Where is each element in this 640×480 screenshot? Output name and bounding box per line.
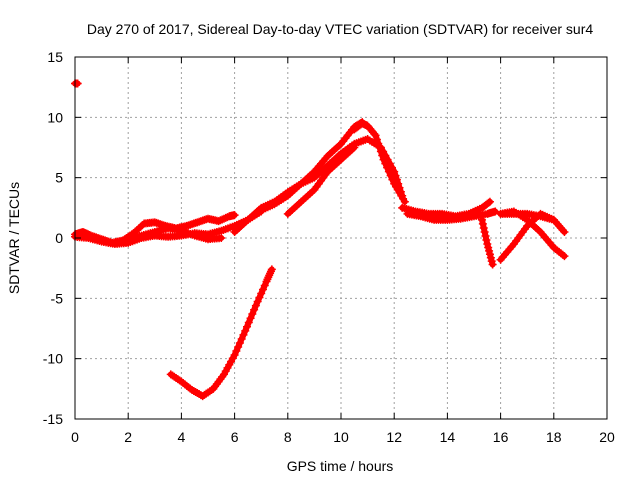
data-point	[388, 175, 397, 184]
x-tick-label: 2	[124, 429, 132, 445]
series-arc-i	[403, 207, 500, 224]
data-point	[230, 351, 239, 360]
data-point	[257, 289, 266, 298]
series-arc-h	[398, 197, 494, 221]
data-point	[350, 143, 359, 152]
data-point	[246, 314, 255, 323]
data-point	[244, 318, 253, 327]
data-point	[383, 163, 392, 172]
data-point	[379, 155, 388, 164]
data-layer	[71, 79, 569, 401]
data-point	[218, 215, 227, 224]
y-tick-label: -15	[43, 411, 63, 427]
data-point	[260, 281, 269, 290]
data-point	[370, 129, 379, 138]
data-point	[560, 227, 569, 236]
data-point	[386, 171, 395, 180]
data-point	[258, 285, 267, 294]
grid-layer	[75, 57, 607, 419]
x-tick-label: 0	[71, 429, 79, 445]
data-point	[478, 219, 487, 228]
chart-title: Day 270 of 2017, Sidereal Day-to-day VTE…	[87, 21, 593, 37]
data-point	[207, 386, 216, 395]
data-point	[230, 211, 239, 220]
series-arc-m	[496, 209, 558, 224]
data-point	[214, 217, 223, 226]
x-tick-label: 8	[284, 429, 292, 445]
series-arc-j	[477, 215, 497, 269]
data-point	[239, 330, 248, 339]
x-tick-label: 4	[178, 429, 186, 445]
data-point	[549, 215, 558, 224]
data-point	[253, 297, 262, 306]
y-tick-label: 15	[47, 49, 63, 65]
data-point	[558, 250, 567, 259]
data-point	[491, 207, 500, 216]
data-point	[479, 223, 488, 232]
data-point	[243, 322, 252, 331]
data-point	[217, 234, 226, 242]
data-point	[384, 167, 393, 176]
data-point	[234, 343, 243, 352]
series-arc-n	[166, 265, 276, 401]
y-axis-label: SDTVAR / TECUs	[6, 182, 22, 294]
series-arc-f	[283, 143, 359, 218]
y-tick-label: -10	[43, 351, 63, 367]
data-point	[483, 240, 492, 249]
data-point	[481, 231, 490, 240]
x-tick-label: 12	[386, 429, 402, 445]
y-tick-label: -5	[51, 290, 64, 306]
data-point	[484, 198, 493, 207]
x-tick-label: 16	[493, 429, 509, 445]
data-point	[372, 135, 381, 144]
data-point	[248, 310, 257, 319]
series-arc-g	[350, 119, 409, 206]
data-point	[485, 197, 494, 206]
data-point	[219, 214, 228, 223]
data-point	[376, 147, 385, 156]
data-point	[375, 143, 384, 152]
x-tick-label: 18	[546, 429, 562, 445]
data-point	[480, 227, 489, 236]
x-tick-label: 14	[440, 429, 456, 445]
data-point	[250, 305, 259, 314]
data-point	[221, 213, 230, 222]
series-arc-c	[124, 224, 226, 244]
x-axis-label: GPS time / hours	[287, 458, 394, 474]
data-point	[267, 265, 276, 274]
data-point	[560, 252, 569, 261]
data-point	[381, 159, 390, 168]
data-point	[484, 243, 493, 252]
data-point	[371, 131, 380, 140]
x-tick-label: 10	[333, 429, 349, 445]
data-point	[374, 139, 383, 148]
data-point	[241, 326, 250, 335]
data-point	[486, 253, 495, 262]
x-tick-label: 6	[231, 429, 239, 445]
y-tick-label: 5	[55, 170, 63, 186]
data-point	[255, 293, 264, 302]
data-point	[138, 221, 147, 230]
data-point	[485, 246, 494, 255]
data-point	[485, 250, 494, 259]
x-tick-label: 20	[599, 429, 615, 445]
data-point	[251, 301, 260, 310]
data-point	[237, 334, 246, 343]
y-tick-label: 0	[55, 230, 63, 246]
data-point	[487, 257, 496, 266]
tick-layer: 0 2 4 6 8 10 12 14 16 18 20 -15 -10 -5 0 5 10 15	[43, 49, 615, 445]
data-point	[482, 236, 491, 245]
data-point	[488, 260, 497, 269]
data-point	[216, 216, 225, 225]
data-point	[477, 215, 486, 224]
data-point	[232, 347, 241, 356]
data-point	[235, 338, 244, 347]
data-point	[378, 151, 387, 160]
y-tick-label: 10	[47, 109, 63, 125]
